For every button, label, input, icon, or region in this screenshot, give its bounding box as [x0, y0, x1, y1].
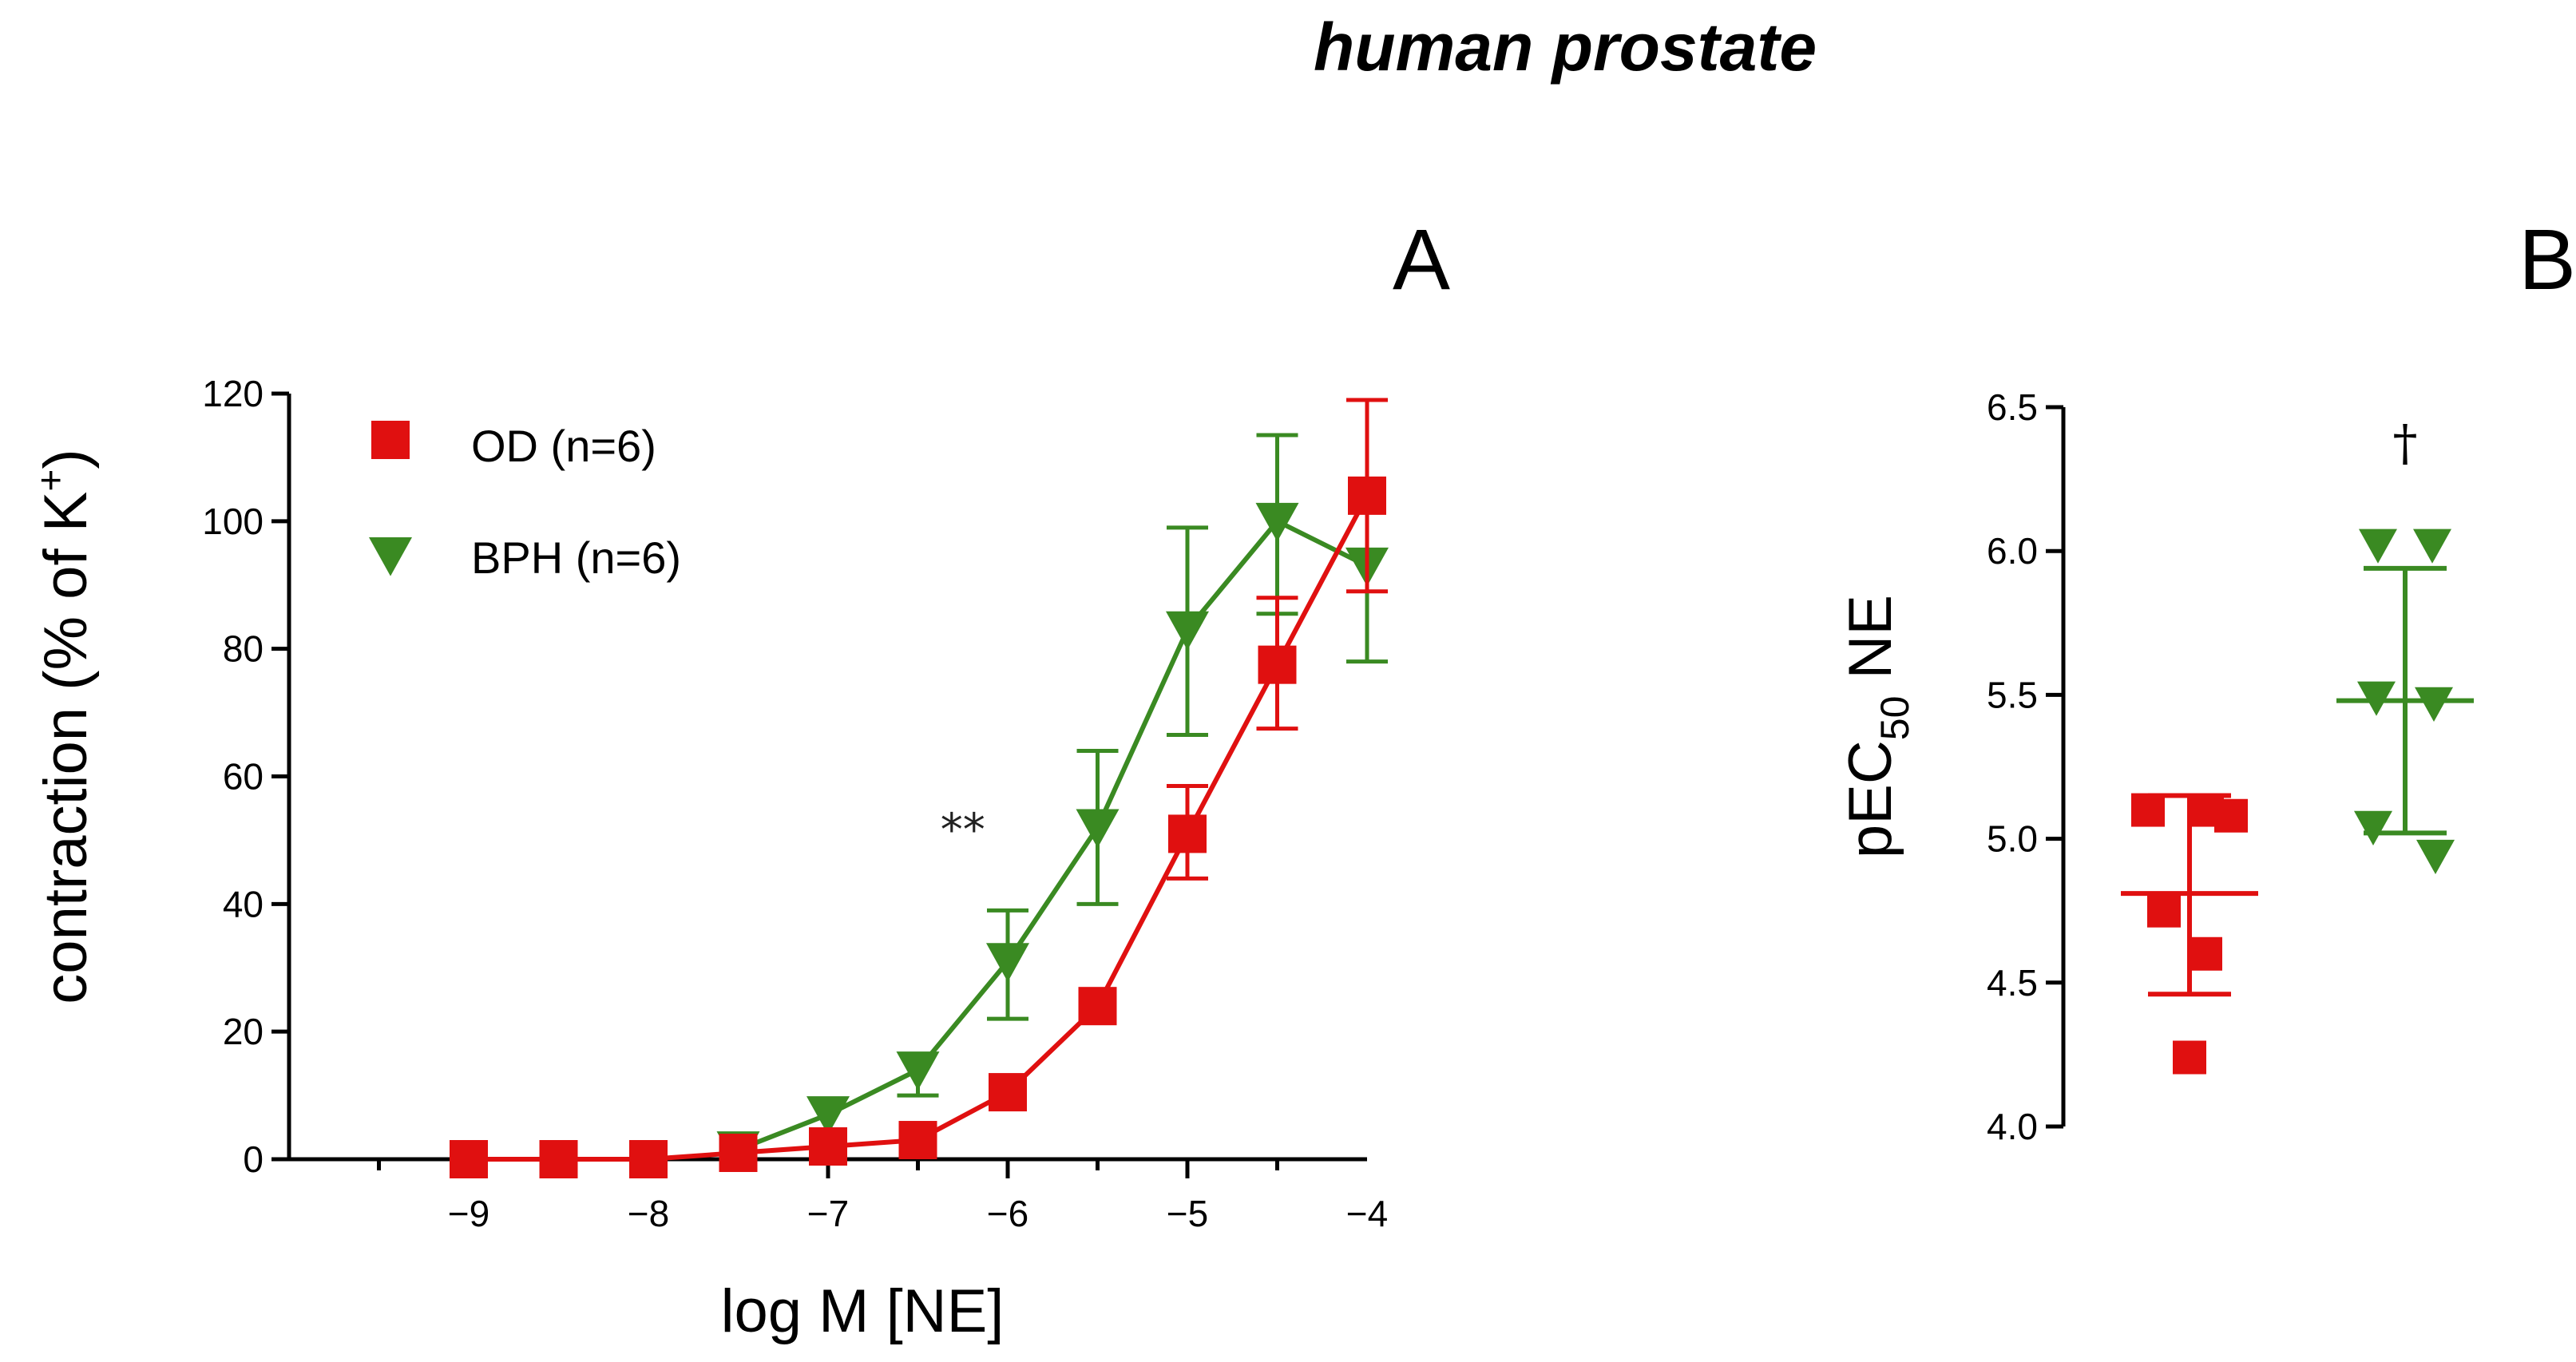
- panel-a-y-axis-title-sup: +: [30, 469, 73, 492]
- panel-a-y-axis-title: contraction (% of K+): [30, 449, 100, 1004]
- legend-bph-label: BPH (n=6): [471, 533, 681, 583]
- panel-a-y-tick-label: 100: [202, 501, 264, 542]
- panel-a-x-tick-label: −4: [1346, 1193, 1388, 1234]
- panel-b-y-axis-title-rest: NE: [1837, 595, 1904, 696]
- panel-letter-b: B: [2519, 211, 2576, 307]
- data-point-bph: [2413, 529, 2451, 564]
- group-bph: [2336, 529, 2474, 875]
- data-point-bph: [1166, 611, 1209, 651]
- panel-b-groups: [2121, 529, 2474, 1075]
- panel-a: A 0 20 40 60 80 100 120 −9 −8 −7 −6 −5 −4 log M [NE]…: [30, 211, 1450, 1345]
- data-point-od: [809, 1127, 847, 1166]
- data-point-bph: [2357, 681, 2396, 716]
- panel-b: B 4.0 4.5 5.0 5.5 6.0 6.5 pEC50 NE †: [1837, 211, 2576, 1147]
- panel-b-y-tick-label: 4.5: [1987, 962, 2038, 1004]
- series-od: [450, 398, 1388, 1178]
- legend-bph-marker: [369, 537, 412, 576]
- data-point-bph: [1076, 809, 1120, 849]
- panel-a-significance-mark: **: [941, 804, 985, 856]
- panel-a-y-tick-label: 40: [223, 883, 264, 924]
- panel-a-y-axis-title-main: contraction (% of K: [32, 492, 100, 1004]
- panel-a-x-axis-title: log M [NE]: [721, 1277, 1005, 1345]
- panel-a-x-tick-label: −6: [987, 1193, 1028, 1234]
- data-point-od: [2189, 936, 2222, 971]
- panel-b-y-tick-label: 6.5: [1987, 386, 2038, 428]
- panel-b-y-tick-label: 4.0: [1987, 1106, 2038, 1147]
- panel-a-x-tick-label: −8: [628, 1193, 669, 1234]
- panel-a-x-tick-label: −7: [807, 1193, 849, 1234]
- panel-b-y-axis-title-sub: 50: [1873, 696, 1917, 741]
- series-bph: [716, 433, 1389, 1170]
- panel-a-y-tick-label: 60: [223, 756, 264, 798]
- panel-a-y-tick-label: 120: [202, 373, 264, 414]
- data-point-od: [629, 1140, 668, 1178]
- panel-a-ticks: 0 20 40 60 80 100 120 −9 −8 −7 −6 −5 −4: [202, 373, 1388, 1234]
- figure-title: human prostate: [1314, 10, 1817, 85]
- panel-b-y-axis-title-main: pEC: [1837, 740, 1904, 858]
- panel-b-ticks: 4.0 4.5 5.0 5.5 6.0 6.5: [1987, 386, 2063, 1147]
- data-point-od: [1348, 476, 1386, 515]
- panel-b-y-axis-title: pEC50 NE: [1837, 595, 1917, 858]
- group-od: [2121, 793, 2258, 1075]
- data-point-od: [989, 1073, 1027, 1112]
- panel-a-legend: OD (n=6) BPH (n=6): [369, 421, 681, 583]
- data-point-od: [1258, 645, 1297, 684]
- data-point-od: [1078, 987, 1117, 1026]
- legend-od-marker: [371, 421, 410, 459]
- data-point-od: [2173, 1040, 2206, 1075]
- legend-od-label: OD (n=6): [471, 421, 656, 471]
- data-point-od: [719, 1134, 758, 1173]
- data-point-bph: [2359, 529, 2397, 564]
- panel-a-y-tick-label: 80: [223, 628, 264, 670]
- panel-b-significance-mark: †: [2393, 414, 2418, 472]
- panel-a-y-tick-label: 0: [243, 1138, 264, 1180]
- panel-a-y-tick-label: 20: [223, 1011, 264, 1052]
- data-point-bph: [2415, 687, 2453, 723]
- data-point-bph: [2354, 810, 2392, 845]
- data-point-bph: [1255, 502, 1299, 542]
- panel-a-x-tick-label: −9: [448, 1193, 489, 1234]
- panel-a-x-tick-label: −5: [1167, 1193, 1208, 1234]
- data-point-od: [2214, 798, 2248, 833]
- data-point-od: [450, 1140, 488, 1178]
- data-point-od: [1168, 814, 1207, 853]
- panel-b-y-tick-label: 5.0: [1987, 818, 2038, 860]
- data-point-od: [539, 1140, 578, 1178]
- panel-letter-a: A: [1393, 211, 1450, 307]
- panel-b-y-tick-label: 6.0: [1987, 530, 2038, 572]
- data-point-bph: [896, 1051, 940, 1091]
- data-point-od: [898, 1121, 937, 1160]
- data-point-bph: [986, 943, 1029, 982]
- panel-b-y-tick-label: 5.5: [1987, 674, 2038, 715]
- panel-a-axes: [287, 394, 1367, 1162]
- panel-a-y-axis-title-close: ): [32, 449, 100, 469]
- data-point-bph: [2416, 839, 2455, 875]
- data-point-bph: [806, 1096, 850, 1135]
- data-point-od: [2147, 893, 2181, 928]
- panel-a-series: [450, 398, 1389, 1178]
- data-point-od: [2131, 793, 2165, 827]
